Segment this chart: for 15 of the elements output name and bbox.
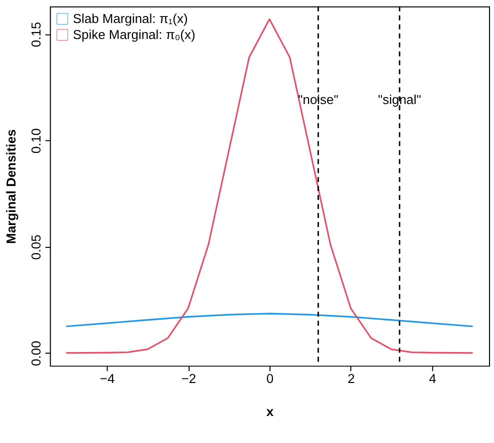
ref-line-label: "signal" — [378, 92, 422, 108]
legend-label: Slab Marginal: π₁(x) — [72, 10, 188, 26]
x-tick-label: 4 — [428, 371, 436, 386]
x-tick-label: −4 — [100, 371, 115, 386]
x-tick-label: 0 — [266, 371, 274, 386]
y-tick-label: 0.10 — [28, 128, 44, 154]
y-axis-title: Marginal Densities — [3, 129, 18, 244]
y-tick-label: 0.05 — [28, 234, 44, 260]
x-axis-title: x — [266, 404, 274, 420]
line-series — [65, 312, 474, 328]
y-tick-label: 0.15 — [28, 22, 44, 48]
x-tick-label: 2 — [348, 371, 355, 386]
legend-label: Spike Marginal: π₀(x) — [72, 26, 196, 42]
x-tick-label: −2 — [181, 371, 196, 386]
y-tick-label: 0.00 — [28, 340, 44, 366]
